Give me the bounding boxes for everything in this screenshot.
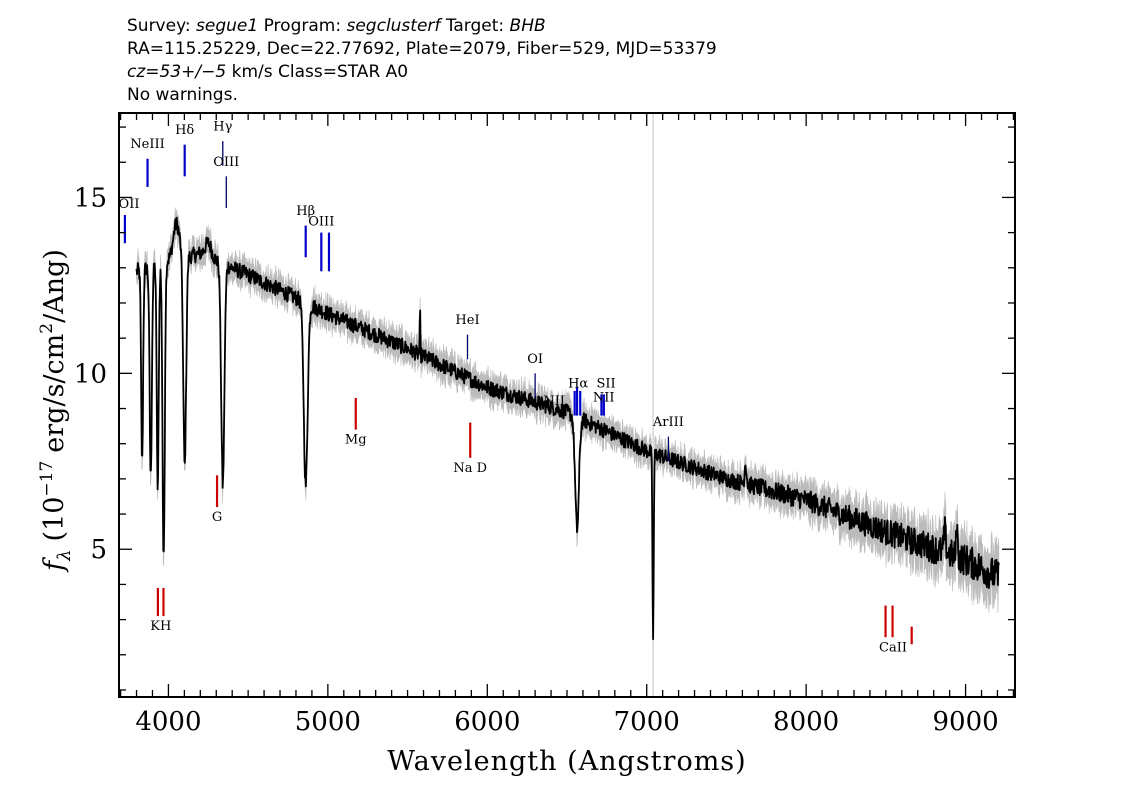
- x-tick-label: 4000: [135, 707, 201, 737]
- y-tick-label: 15: [74, 183, 107, 213]
- x-tick-label: 6000: [454, 707, 520, 737]
- header-line-3: cz=53+/−5 km/s Class=STAR A0: [127, 62, 408, 82]
- x-tick-label: 8000: [773, 707, 839, 737]
- x-tick-label: 9000: [932, 707, 998, 737]
- marker-label: OI: [527, 352, 543, 367]
- x-tick-label: 7000: [614, 707, 680, 737]
- marker-label: Hβ: [296, 204, 315, 219]
- spectrum-layer: [135, 216, 1000, 641]
- marker-label: Hδ: [175, 123, 194, 138]
- marker-label: Hα: [568, 376, 588, 391]
- marker-label: OII: [119, 197, 140, 212]
- marker-label: Hγ: [213, 120, 232, 135]
- y-axis-label: fλ(10−17erg/s/cm2/Ang): [37, 249, 75, 573]
- marker-label: Na D: [453, 461, 487, 476]
- marker-label: OIII: [308, 215, 334, 230]
- marker-label: HeI: [455, 313, 479, 328]
- y-tick-label: 10: [74, 359, 107, 389]
- marker-label: Mg: [345, 433, 367, 448]
- marker-label: OIII: [213, 155, 239, 170]
- axis-ticks: 4000 5000 6000 7000 8000 9000 5 10 15: [74, 113, 1015, 737]
- x-tick-label: 5000: [295, 707, 361, 737]
- y-tick-label: 5: [90, 535, 107, 565]
- marker-label: G: [212, 510, 222, 525]
- marker-label: NeIII: [130, 137, 164, 152]
- header-block: Survey: segue1 Program: segclusterf Targ…: [127, 16, 717, 105]
- header-line-1: Survey: segue1 Program: segclusterf Targ…: [127, 16, 546, 36]
- marker-label: NII: [543, 394, 565, 409]
- header-line-2: RA=115.25229, Dec=22.77692, Plate=2079, …: [127, 39, 717, 59]
- marker-label: NII: [593, 390, 615, 405]
- spectrum-line: [135, 216, 1000, 641]
- marker-label: KH: [150, 619, 171, 634]
- marker-label: ArIII: [652, 415, 684, 430]
- header-line-4: No warnings.: [127, 85, 238, 105]
- x-axis-label: Wavelength (Angstroms): [387, 746, 746, 777]
- error-band-layer: [136, 207, 1000, 654]
- marker-label: CaII: [879, 640, 907, 655]
- error-band: [136, 207, 1000, 654]
- marker-label: SII: [596, 376, 615, 391]
